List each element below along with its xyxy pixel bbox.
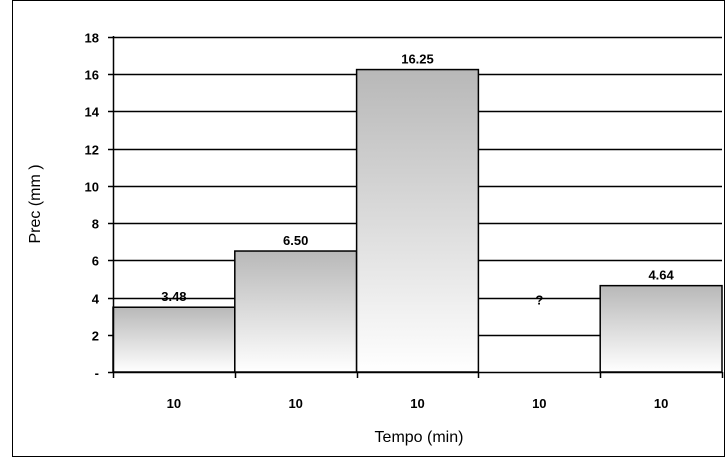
y-tick-label: 4 [92, 292, 100, 307]
x-tick-labels: 10 10 10 10 10 [167, 396, 669, 411]
y-axis-title: Prec (mm ) [27, 164, 44, 243]
y-tick-label: 2 [92, 329, 99, 344]
y-tick-label: 16 [85, 68, 99, 83]
y-tick-label: 12 [85, 143, 99, 158]
y-tick-label: 18 [85, 31, 99, 46]
bars [112, 68, 723, 373]
data-label: 6.50 [283, 233, 308, 248]
bar [234, 250, 358, 373]
y-tick-label: - [95, 366, 99, 381]
bar [599, 284, 723, 373]
x-axis-title: Tempo (min) [375, 429, 464, 446]
x-tick-label: 10 [654, 396, 668, 411]
data-label: ? [535, 292, 543, 307]
y-tick-label: 6 [92, 254, 99, 269]
x-tick-label: 10 [532, 396, 546, 411]
y-tick-label: 10 [85, 180, 99, 195]
bar [112, 306, 236, 373]
x-tick-label: 10 [167, 396, 181, 411]
x-tick-label: 10 [410, 396, 424, 411]
data-label: 4.64 [648, 268, 674, 283]
bar [355, 68, 480, 373]
axes [108, 36, 724, 378]
data-label: 3.48 [161, 289, 186, 304]
y-tick-labels: - 2 4 6 8 10 12 14 16 18 [85, 31, 100, 381]
x-tick-label: 10 [288, 396, 302, 411]
data-labels: 3.48 6.50 16.25? 4.64 [161, 52, 674, 308]
data-label: 16.25 [401, 52, 434, 67]
y-tick-label: 14 [85, 105, 100, 120]
y-tick-label: 8 [92, 217, 99, 232]
